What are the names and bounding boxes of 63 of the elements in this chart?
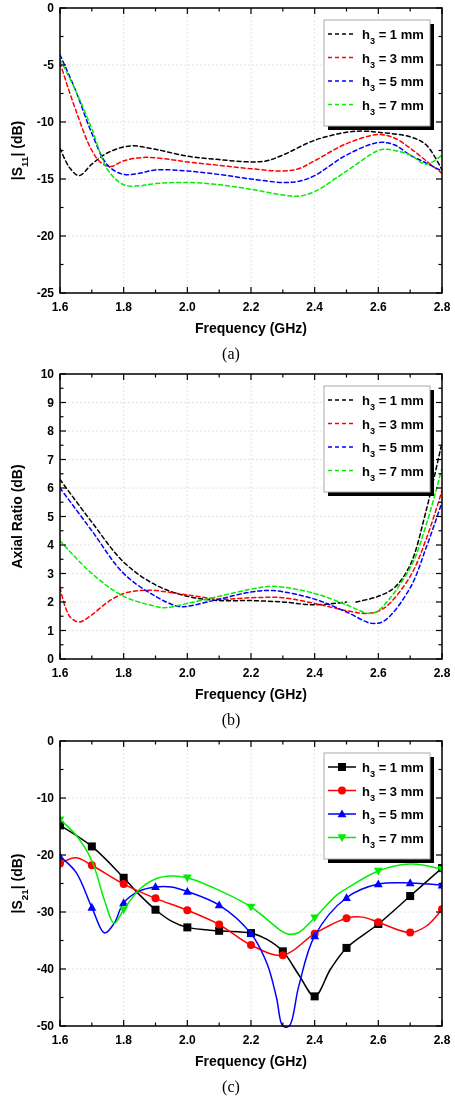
text: (c) — [222, 1078, 240, 1096]
y-tick-label: -15 — [36, 172, 55, 186]
x-tick-label: 1.6 — [51, 300, 69, 314]
legend-label: h$_{3}$ = 5 mm — [362, 807, 424, 826]
legend-label: h$_{3}$ = 1 mm — [362, 27, 424, 46]
x-tick-label: 1.8 — [115, 300, 133, 314]
x-axis-title: Frequency (GHz) — [194, 320, 308, 336]
x-tick-label: 2.6 — [369, 666, 387, 680]
y-tick-label: 4 — [47, 538, 55, 552]
y-tick-label: -25 — [36, 286, 55, 300]
x-tick-label: 2.2 — [242, 666, 260, 680]
legend-label: h$_{3}$ = 7 mm — [362, 830, 424, 850]
x-axis-title: Frequency (GHz) — [194, 1053, 308, 1069]
x-tick-label: 2.2 — [242, 1033, 260, 1047]
y-tick-label: -50 — [36, 1019, 55, 1033]
y-axis-title: Axial Ratio (dB) — [9, 464, 25, 569]
x-tick-label: 2.2 — [242, 300, 260, 314]
y-tick-label: 8 — [47, 424, 55, 438]
y-tick-label: -10 — [36, 115, 55, 129]
x-tick-label: 1.6 — [51, 666, 69, 680]
y-tick-label: 2 — [47, 595, 55, 609]
y-tick-label: -40 — [36, 962, 55, 976]
legend-label: h$_{3}$ = 7 mm — [362, 97, 424, 117]
y-tick-label: 3 — [47, 566, 55, 581]
y-tick-label: 1 — [47, 623, 55, 638]
y-tick-label: -30 — [36, 905, 55, 919]
text: (a) — [222, 345, 240, 363]
y-tick-label: 7 — [47, 452, 55, 467]
legend-label: h$_{3}$ = 3 mm — [362, 416, 424, 436]
x-tick-label: 2.6 — [369, 300, 387, 314]
y-tick-label: 0 — [47, 734, 55, 748]
legend-label: h$_{3}$ = 5 mm — [362, 74, 424, 93]
x-tick-label: 1.8 — [115, 1033, 133, 1047]
x-tick-label: 2.6 — [369, 1033, 387, 1047]
y-tick-label: -10 — [36, 791, 55, 805]
y-tick-label: -20 — [36, 229, 55, 243]
x-axis-title: Frequency (GHz) — [194, 686, 308, 702]
x-tick-label: 2.8 — [433, 1033, 451, 1047]
x-tick-label: 2.0 — [178, 300, 196, 314]
legend-label: h$_{3}$ = 7 mm — [362, 463, 424, 483]
legend-label: h$_{3}$ = 1 mm — [362, 393, 424, 412]
x-tick-label: 1.6 — [51, 1033, 69, 1047]
legend-label: h$_{3}$ = 5 mm — [362, 440, 424, 459]
text: (b) — [221, 711, 241, 729]
y-tick-label: -20 — [36, 848, 55, 862]
legend-label: h$_{3}$ = 3 mm — [362, 50, 424, 70]
x-tick-label: 2.8 — [433, 300, 451, 314]
y-tick-label: 9 — [47, 395, 55, 410]
x-tick-label: 2.4 — [306, 1033, 324, 1047]
y-tick-label: 5 — [47, 509, 55, 524]
y-tick-label: -5 — [43, 58, 55, 72]
y-tick-label: 6 — [47, 481, 55, 495]
x-tick-label: 1.8 — [115, 666, 133, 680]
x-tick-label: 2.0 — [178, 666, 196, 680]
y-tick-label: 0 — [47, 652, 55, 666]
y-tick-label: 10 — [40, 367, 55, 381]
x-tick-label: 2.4 — [306, 666, 324, 680]
y-tick-label: 0 — [47, 1, 55, 15]
x-tick-label: 2.8 — [433, 666, 451, 680]
x-tick-label: 2.0 — [178, 1033, 196, 1047]
legend-label: h$_{3}$ = 1 mm — [362, 760, 424, 779]
legend-label: h$_{3}$ = 3 mm — [362, 783, 424, 803]
x-tick-label: 2.4 — [306, 300, 324, 314]
